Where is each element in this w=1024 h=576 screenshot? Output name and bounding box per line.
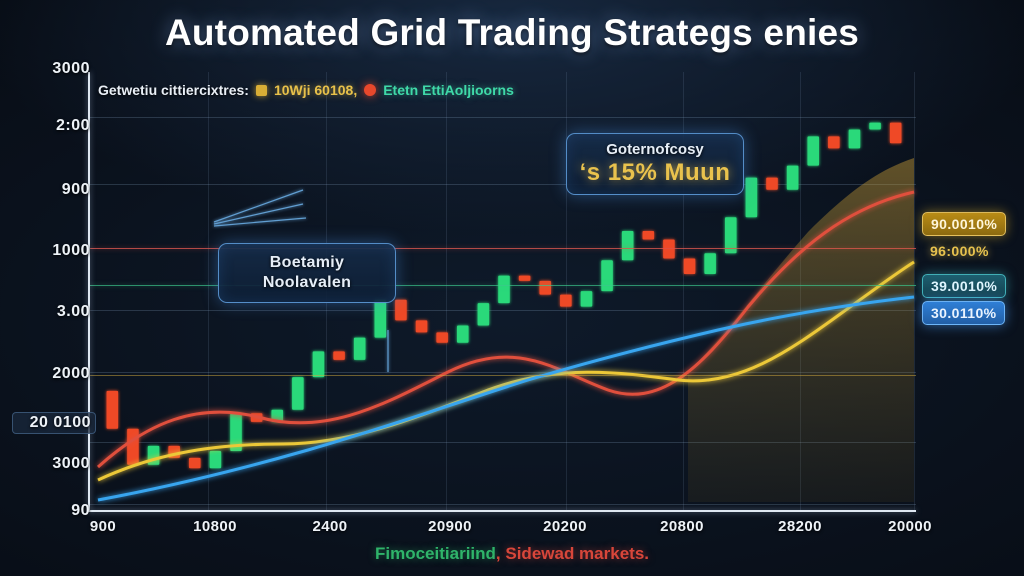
legend-swatch-gold-icon [255, 84, 267, 96]
candle-body [745, 177, 758, 218]
legend-label-teal: Etetn EttiAoljioorns [383, 82, 514, 98]
level-line-support [90, 285, 916, 286]
y-tick-label: 3000 [52, 60, 90, 77]
gridline-v [446, 72, 447, 510]
candle-body [848, 129, 861, 149]
gridline-h [90, 442, 916, 443]
x-tick-label: 2400 [312, 518, 348, 535]
x-tick-label: 28200 [778, 518, 822, 535]
candle-body [518, 275, 531, 281]
y-tick-label: 2:00 [55, 117, 90, 134]
callout-left-line2: Noolavalen [262, 274, 352, 291]
legend-label-main: Getwetiu cittiercixtres: [98, 82, 249, 98]
gridline-h [90, 184, 916, 185]
price-tag-2: 96:000% [930, 243, 989, 259]
x-tick-label: 10800 [193, 518, 237, 535]
y-tick-label: 3.00 [56, 303, 90, 320]
plot-area [88, 72, 916, 512]
gridline-h [90, 372, 916, 373]
level-line-resistance [90, 248, 916, 249]
x-tick-label: 20200 [543, 518, 587, 535]
candle-body [436, 332, 448, 343]
candle-body [601, 260, 613, 292]
candle-body [333, 351, 345, 360]
candle-body [580, 291, 593, 307]
candle-body [456, 325, 469, 343]
chart-caption: Fimoceitiariind, Sidewad markets. [0, 544, 1024, 564]
y-axis [88, 72, 90, 512]
caption-red: Sidewad markets. [505, 544, 649, 563]
callout-entry-signal[interactable]: Boetamiy Noolavalen [218, 243, 396, 303]
candle-body [828, 136, 840, 149]
page-title: Automated Grid Trading Strategs enies [164, 12, 860, 53]
gridline-v [914, 72, 915, 510]
legend: Getwetiu cittiercixtres: 10Wji 60108, Et… [98, 82, 514, 98]
x-tick-label: 900 [89, 518, 117, 535]
price-tag-4[interactable]: 30.0110% [922, 301, 1006, 325]
candle-body [642, 230, 655, 240]
candle-body [889, 122, 902, 144]
y-tick-label: 900 [61, 181, 90, 198]
y-tick-label: 3000 [52, 455, 90, 472]
candle-body [127, 428, 139, 465]
y-tick-label: 90 [71, 502, 90, 519]
price-tag-3[interactable]: 39.0010% [922, 274, 1007, 298]
candle-body [374, 299, 387, 338]
candle-body [724, 217, 737, 254]
candle-body [353, 337, 366, 360]
candle-body [188, 457, 201, 469]
chart-svg [96, 102, 915, 502]
callout-right-header: Goternofcosy [606, 141, 704, 158]
candle-body [560, 294, 572, 307]
y-tick-label: 2000 [52, 365, 90, 382]
gridline-v [683, 72, 684, 510]
x-tick-label: 20900 [428, 518, 472, 535]
candle-body [704, 253, 716, 274]
candle-body [621, 230, 634, 261]
candle-body [230, 413, 242, 452]
candle-body [271, 409, 284, 422]
candle-body [415, 320, 428, 333]
candle-body [683, 258, 696, 274]
callout-leader-lines [213, 189, 389, 372]
legend-label-gold: 10Wji 60108, [273, 82, 358, 98]
candle-body [395, 299, 407, 321]
candle-body [869, 122, 881, 130]
candle-body [477, 303, 490, 326]
moving-average-blue [97, 295, 915, 502]
candle-body [209, 451, 222, 469]
candle-body [807, 136, 820, 166]
y-tick-label: 1000 [52, 242, 90, 259]
caption-green: Fimoceitiariind [375, 544, 496, 563]
gridline-h [90, 310, 916, 311]
x-tick-label: 20800 [660, 518, 704, 535]
callout-right-value: ‘s 15% Muun [579, 159, 731, 186]
caption-sep: , [495, 544, 506, 563]
candle-body [539, 280, 552, 295]
candle-body [312, 351, 325, 378]
callout-profit[interactable]: Goternofcosy ‘s 15% Muun [566, 133, 744, 195]
candle-body [106, 390, 119, 429]
callout-left-line1: Boetamiy [269, 254, 345, 271]
candle-body [498, 275, 510, 304]
x-axis [88, 510, 916, 512]
grid-zone-shading [688, 158, 914, 502]
price-tag-1[interactable]: 90.0010% [922, 212, 1007, 236]
gridline-v [208, 72, 209, 510]
moving-average-red [96, 190, 915, 469]
candle-body [292, 377, 304, 410]
level-line-grid [90, 375, 916, 376]
gridline-h [90, 504, 916, 505]
candle-body [663, 239, 675, 259]
y-tick-label: 20 0100 [12, 412, 96, 434]
x-tick-label: 20000 [888, 518, 932, 535]
gridline-h [90, 117, 916, 118]
candle-body [786, 165, 799, 190]
moving-average-yellow [97, 260, 915, 482]
legend-dot-red-icon [364, 84, 377, 96]
candle-body [766, 177, 778, 190]
